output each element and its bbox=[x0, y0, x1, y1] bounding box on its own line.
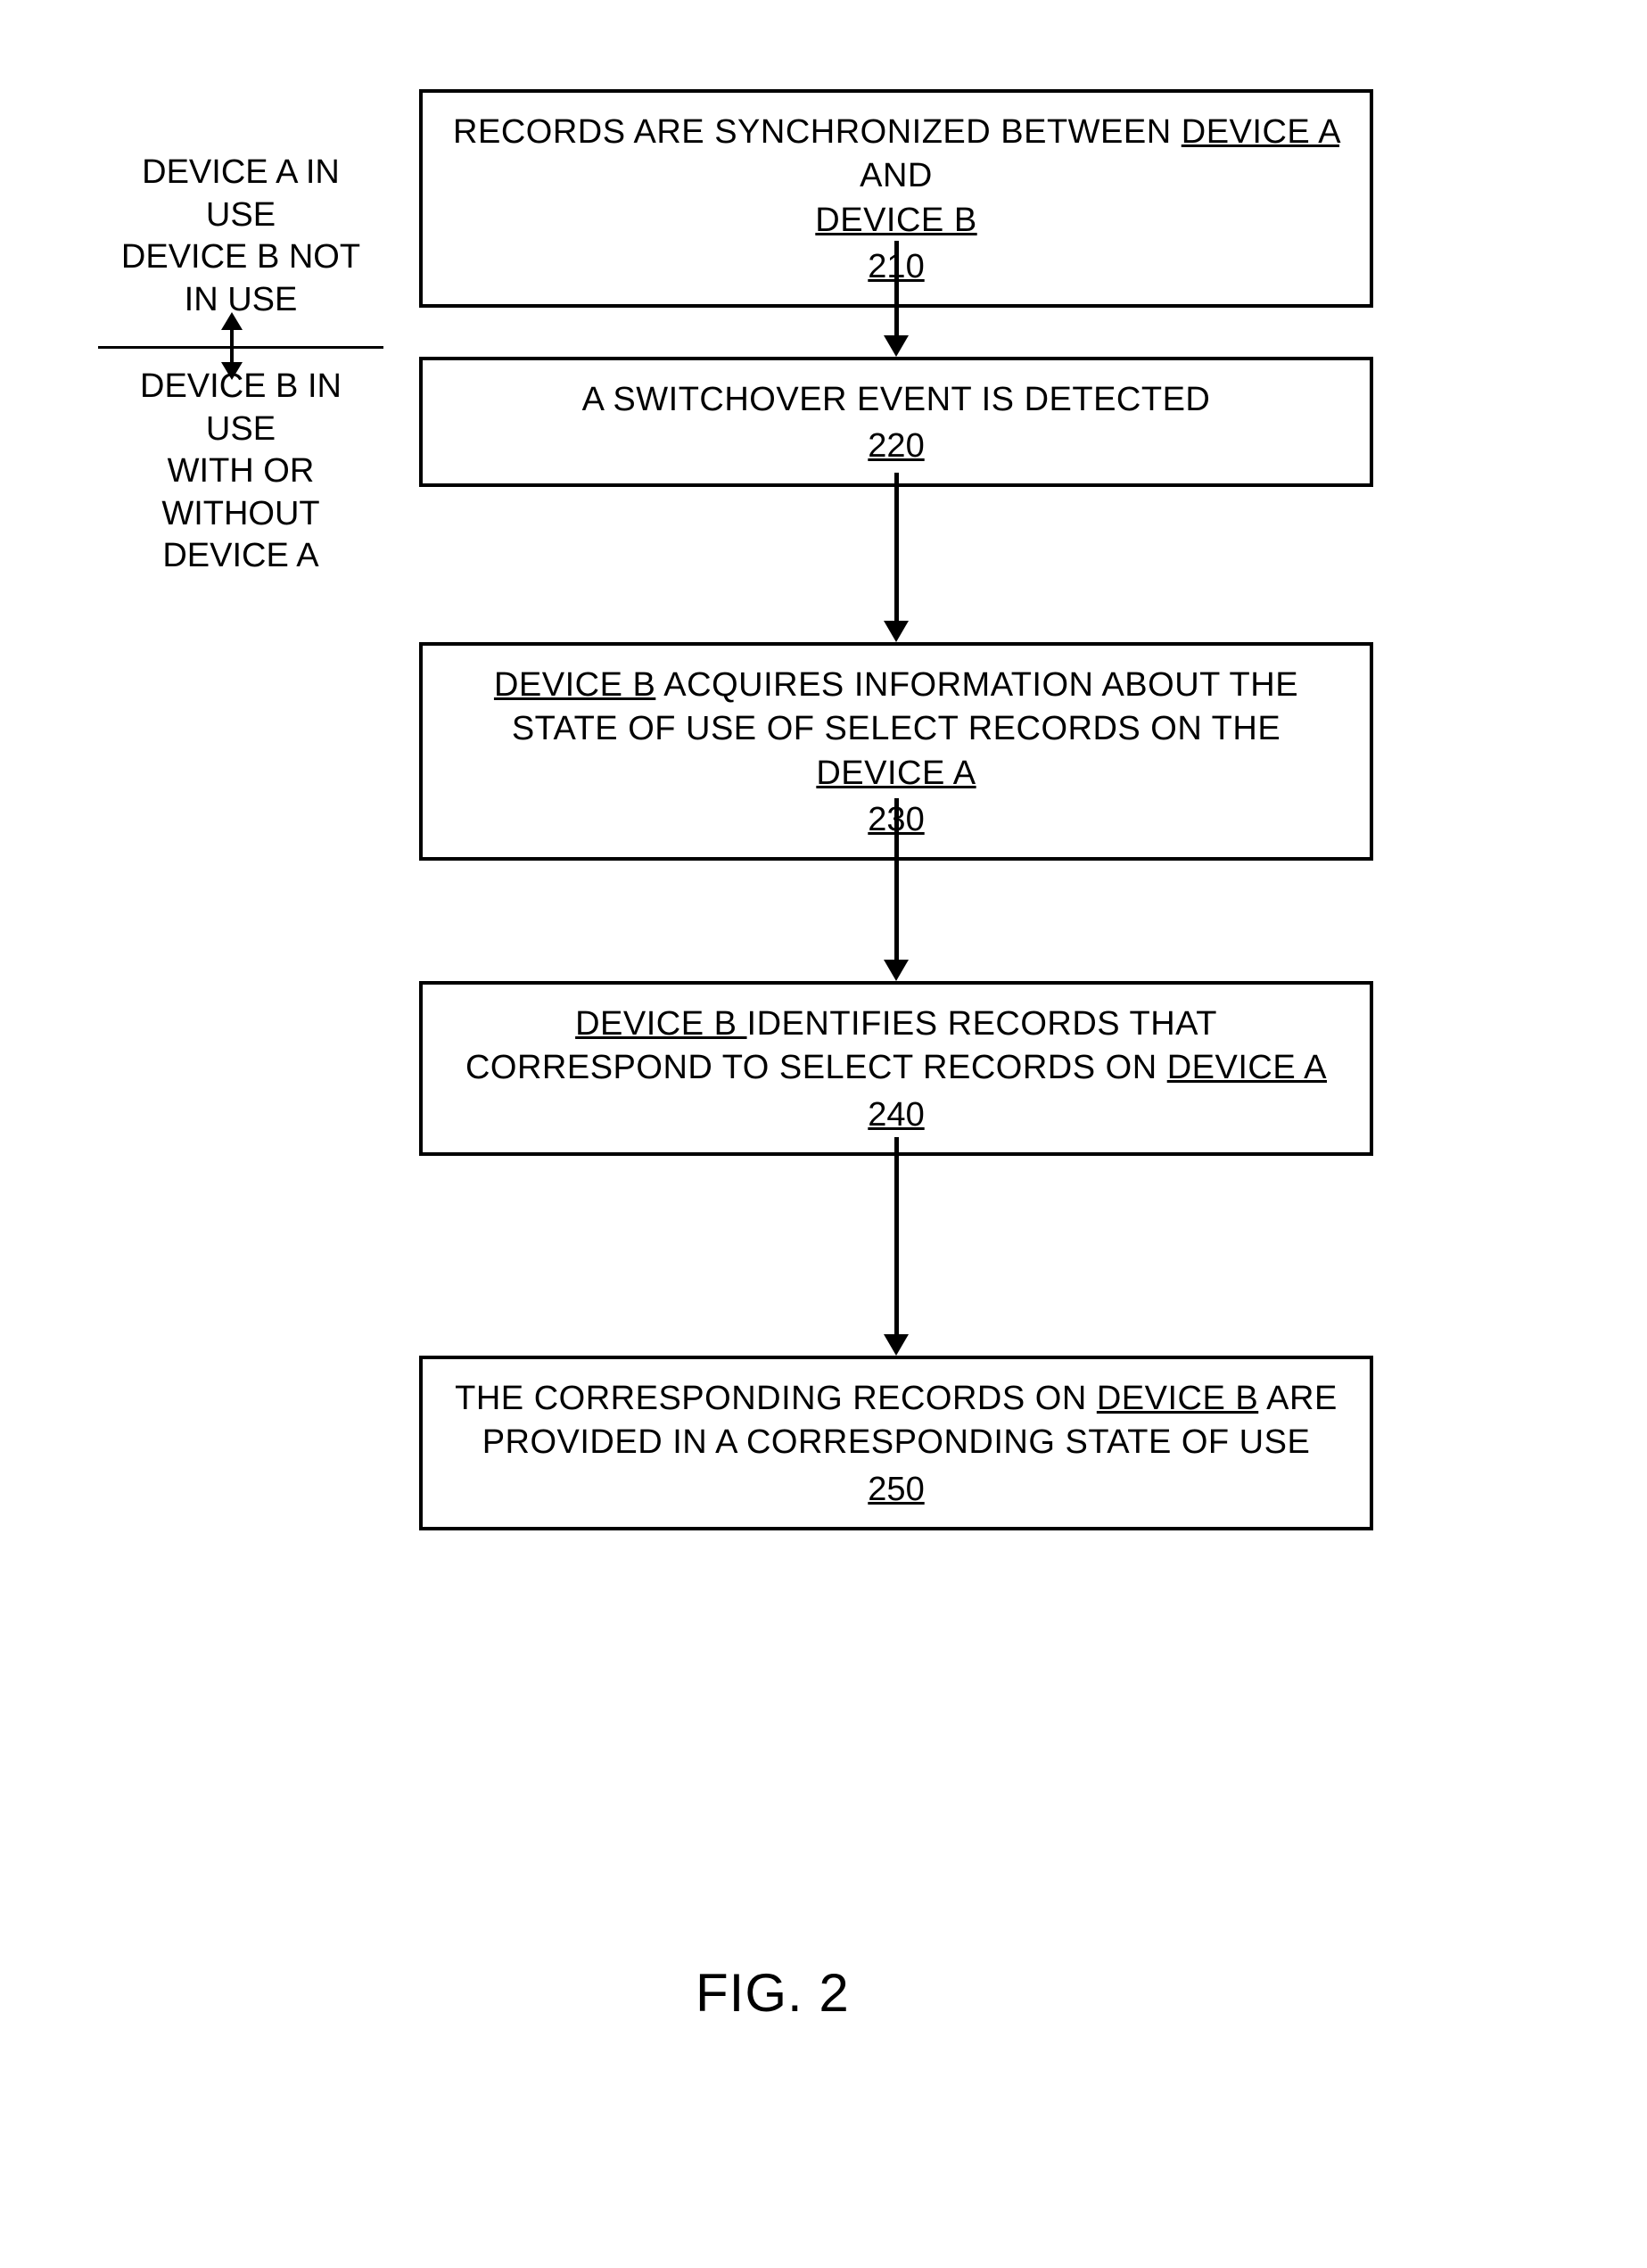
arrow-head-icon bbox=[884, 621, 909, 642]
device-b-ref: DEVICE B bbox=[494, 666, 655, 704]
double-arrow-down bbox=[221, 362, 243, 380]
arrow-shaft bbox=[894, 1137, 899, 1336]
device-b-ref: DEVICE B bbox=[575, 1005, 746, 1043]
device-b-ref: DEVICE B bbox=[1097, 1380, 1258, 1417]
device-a-ref: DEVICE A bbox=[816, 755, 976, 792]
arrow-shaft bbox=[894, 241, 899, 337]
step-text: DEVICE B ACQUIRES INFORMATION ABOUT THE … bbox=[449, 664, 1343, 796]
step-number: 250 bbox=[449, 1471, 1343, 1509]
device-a-ref: DEVICE A bbox=[1167, 1049, 1327, 1086]
figure-label: FIG. 2 bbox=[696, 1962, 850, 2024]
side-state-lower: DEVICE B INUSEWITH ORWITHOUTDEVICE A bbox=[98, 366, 383, 578]
arrow-shaft bbox=[894, 798, 899, 961]
step-number: 220 bbox=[449, 427, 1343, 466]
step-number: 240 bbox=[449, 1096, 1343, 1134]
text-seg: THE CORRESPONDING RECORDS ON bbox=[455, 1380, 1097, 1417]
step-text: THE CORRESPONDING RECORDS ON DEVICE B AR… bbox=[449, 1377, 1343, 1465]
step-text: DEVICE B IDENTIFIES RECORDS THAT CORRESP… bbox=[449, 1002, 1343, 1091]
flow-step-220: A SWITCHOVER EVENT IS DETECTED 220 bbox=[419, 357, 1373, 487]
side-divider bbox=[98, 346, 383, 349]
double-arrow-shaft bbox=[230, 328, 234, 364]
device-b-ref: DEVICE B bbox=[815, 202, 976, 239]
double-arrow-up bbox=[221, 312, 243, 330]
step-text: A SWITCHOVER EVENT IS DETECTED bbox=[449, 378, 1343, 422]
text-seg: RECORDS ARE SYNCHRONIZED BETWEEN bbox=[453, 113, 1182, 151]
arrow-head-icon bbox=[884, 335, 909, 357]
flow-step-240: DEVICE B IDENTIFIES RECORDS THAT CORRESP… bbox=[419, 981, 1373, 1156]
arrow-head-icon bbox=[884, 960, 909, 981]
step-text: RECORDS ARE SYNCHRONIZED BETWEEN DEVICE … bbox=[449, 111, 1343, 243]
arrow-head-icon bbox=[884, 1334, 909, 1356]
flow-step-250: THE CORRESPONDING RECORDS ON DEVICE B AR… bbox=[419, 1356, 1373, 1530]
text-seg: A SWITCHOVER EVENT IS DETECTED bbox=[582, 381, 1211, 418]
text-seg: AND bbox=[860, 157, 933, 194]
device-a-ref: DEVICE A bbox=[1182, 113, 1339, 151]
side-state-upper: DEVICE A INUSEDEVICE B NOTIN USE bbox=[98, 152, 383, 321]
arrow-shaft bbox=[894, 473, 899, 623]
